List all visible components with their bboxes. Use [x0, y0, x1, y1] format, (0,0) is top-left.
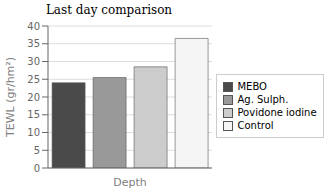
html-text:MEBO: MEBO [237, 81, 267, 92]
svg-text:10: 10 [27, 127, 40, 138]
svg-text:40: 40 [27, 21, 40, 32]
html-text:Last day comparison: Last day comparison [45, 3, 173, 17]
svg-text:25: 25 [27, 74, 40, 85]
html-text:Control: Control [237, 120, 274, 131]
svg-text:20: 20 [27, 92, 40, 103]
svg-text:30: 30 [27, 56, 40, 67]
svg-text:15: 15 [27, 109, 40, 120]
svg-text:0: 0 [34, 163, 40, 174]
svg-text:35: 35 [27, 38, 40, 49]
svg-text:TEWL (gr/hm²): TEWL (gr/hm²) [8, 57, 17, 138]
html-text:Ag. Sulph.: Ag. Sulph. [237, 94, 289, 105]
html-text:Povidone iodine: Povidone iodine [237, 107, 317, 118]
svg-text:5: 5 [34, 145, 40, 156]
svg-text:Depth: Depth [113, 176, 147, 189]
